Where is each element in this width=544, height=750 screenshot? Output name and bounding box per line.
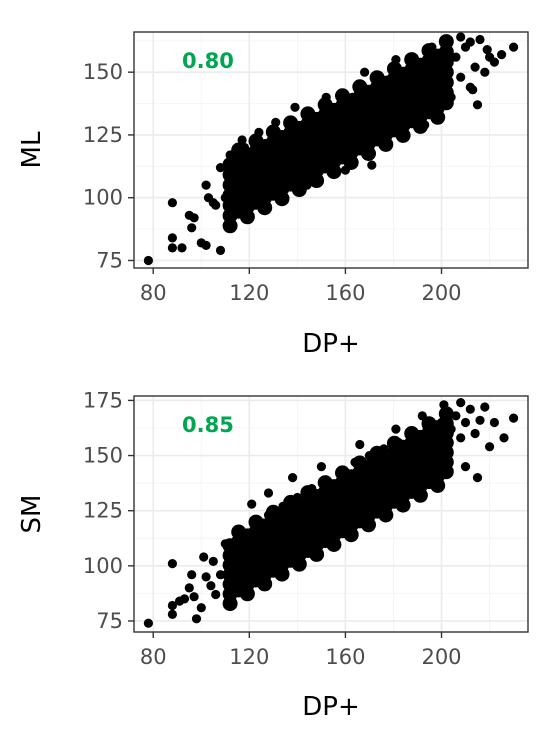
plot-frame [133, 31, 529, 269]
data-point [167, 600, 177, 611]
data-point [438, 34, 454, 50]
y-tick-label: 150 [83, 444, 123, 468]
x-axis-title: DP+ [302, 692, 359, 722]
x-tick-label: 200 [421, 645, 461, 669]
data-point [189, 592, 199, 602]
data-point [456, 32, 466, 42]
data-point [482, 45, 492, 55]
data-point [456, 433, 466, 443]
data-point [355, 439, 365, 450]
y-axis-title: SM [17, 495, 47, 534]
data-point [177, 243, 187, 253]
correlation-annotation: 0.85 [182, 413, 234, 437]
data-point [201, 572, 211, 582]
data-point [167, 233, 177, 243]
data-point [184, 583, 194, 593]
data-point [316, 462, 326, 472]
x-tick-label: 80 [140, 645, 167, 669]
data-point [247, 499, 257, 509]
data-point [508, 42, 519, 52]
data-point [451, 52, 461, 62]
x-tick-label: 80 [140, 281, 167, 305]
data-point [470, 62, 480, 72]
x-tick-label: 160 [325, 281, 365, 305]
data-point [189, 213, 199, 223]
data-point [472, 473, 483, 483]
y-tick-label: 175 [83, 388, 123, 412]
x-axis-title: DP+ [302, 329, 359, 359]
data-point [167, 559, 177, 569]
data-point [499, 433, 509, 443]
data-point [199, 552, 209, 562]
data-point [167, 198, 177, 208]
scatter-panel-ml: 80 120 160 200 75 100 125 150 DP+ ML 0.80 [17, 31, 529, 359]
data-point [475, 34, 485, 45]
data-point [480, 67, 490, 77]
correlation-annotation: 0.80 [182, 49, 234, 73]
data-point [470, 428, 480, 439]
data-point [472, 100, 483, 110]
x-tick-label: 160 [325, 645, 365, 669]
x-tick-label: 200 [421, 281, 461, 305]
data-point [465, 404, 475, 414]
data-point [196, 603, 206, 613]
y-tick-label: 75 [96, 609, 123, 633]
data-point [468, 85, 478, 95]
data-point [206, 581, 216, 591]
y-axis-title: ML [17, 131, 47, 168]
data-point [438, 406, 454, 422]
data-point [201, 180, 211, 190]
data-point [211, 589, 221, 600]
data-point [465, 37, 475, 47]
data-point [201, 240, 211, 250]
data-point [211, 200, 221, 210]
point-cloud [222, 406, 454, 612]
y-tick-label: 100 [83, 186, 123, 210]
data-point [143, 255, 153, 266]
y-tick-label: 125 [83, 499, 123, 523]
point-cloud [222, 34, 454, 234]
data-point [391, 424, 401, 434]
scatter-panel-sm: 80 120 160 200 75 100 125 150 175 DP+ SM 0.85 [17, 388, 529, 722]
y-tick-label: 125 [83, 123, 123, 147]
data-point [456, 72, 466, 82]
data-point [263, 488, 274, 498]
x-tick-label: 120 [229, 645, 269, 669]
data-point [489, 417, 499, 428]
data-point [167, 243, 177, 253]
data-point [475, 415, 485, 425]
plot-frame [133, 395, 529, 633]
data-point [187, 223, 197, 233]
data-point [460, 462, 471, 472]
y-tick-label: 75 [96, 248, 123, 272]
data-point [497, 50, 507, 60]
x-tick-label: 120 [229, 281, 269, 305]
data-point [489, 57, 499, 67]
data-point [208, 556, 218, 567]
data-point [167, 609, 177, 620]
data-point [367, 160, 377, 170]
data-point [143, 618, 153, 628]
data-point [456, 398, 466, 408]
data-point [508, 413, 519, 423]
data-point [215, 245, 226, 255]
data-point [191, 614, 202, 624]
y-tick-label: 150 [83, 60, 123, 84]
data-point [215, 570, 226, 580]
data-point [237, 135, 247, 145]
data-point [460, 417, 471, 428]
data-point [485, 442, 495, 452]
data-point [288, 473, 298, 483]
data-point [179, 594, 190, 604]
y-tick-label: 100 [83, 554, 123, 578]
data-point [360, 67, 370, 77]
data-point [480, 402, 490, 412]
data-point [187, 570, 197, 580]
data-point [290, 102, 300, 112]
